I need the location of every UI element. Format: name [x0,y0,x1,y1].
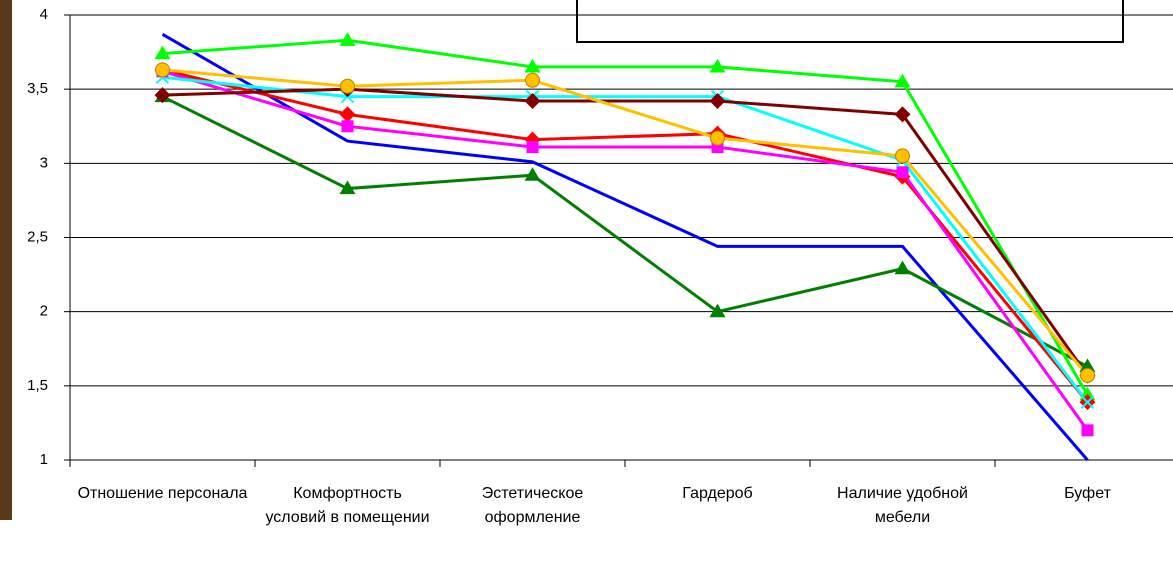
y-tick-label: 1 [40,451,48,468]
y-tick-label: 4 [40,6,48,23]
y-tick-label: 3 [40,154,48,171]
marker [1080,367,1095,383]
marker [525,72,540,88]
marker [894,106,911,123]
marker [1081,424,1094,437]
marker [895,148,910,164]
marker [155,62,170,78]
series-line [161,32,1089,461]
marker [524,58,541,73]
background-image-strip [0,0,12,520]
x-tick-label: Отношение персонала [77,485,248,502]
series-line [162,87,1089,377]
marker [524,167,541,181]
x-tick-label: Комфортность условий в помещении [265,485,430,526]
marker [340,78,355,94]
x-tick-label: Буфет [1064,485,1111,502]
marker [709,58,726,73]
marker [524,93,541,110]
marker [1080,395,1095,409]
x-tick-label: Эстетическое оформление [481,485,584,526]
y-tick-label: 2,5 [27,228,48,245]
series-line [162,69,1089,432]
x-tick-label: Наличие удобной мебели [837,485,968,526]
marker [894,260,911,275]
marker [894,73,911,88]
marker [526,141,539,154]
y-tick-label: 3,5 [27,80,48,97]
y-tick-label: 2 [40,303,48,320]
series-line [162,38,1089,396]
marker [896,166,909,179]
marker [339,180,356,195]
marker [709,93,726,110]
marker [341,120,354,133]
series-line [161,95,1089,368]
marker [154,45,171,60]
marker [154,87,171,104]
x-tick-label: Гардероб [682,485,753,502]
marker [1079,358,1096,373]
title-box [576,0,1124,43]
series-line [162,75,1089,404]
series-line [162,68,1089,377]
marker [339,106,356,123]
marker [710,130,725,146]
y-tick-label: 1,5 [27,377,48,394]
marker [339,32,356,46]
marker [709,303,726,318]
